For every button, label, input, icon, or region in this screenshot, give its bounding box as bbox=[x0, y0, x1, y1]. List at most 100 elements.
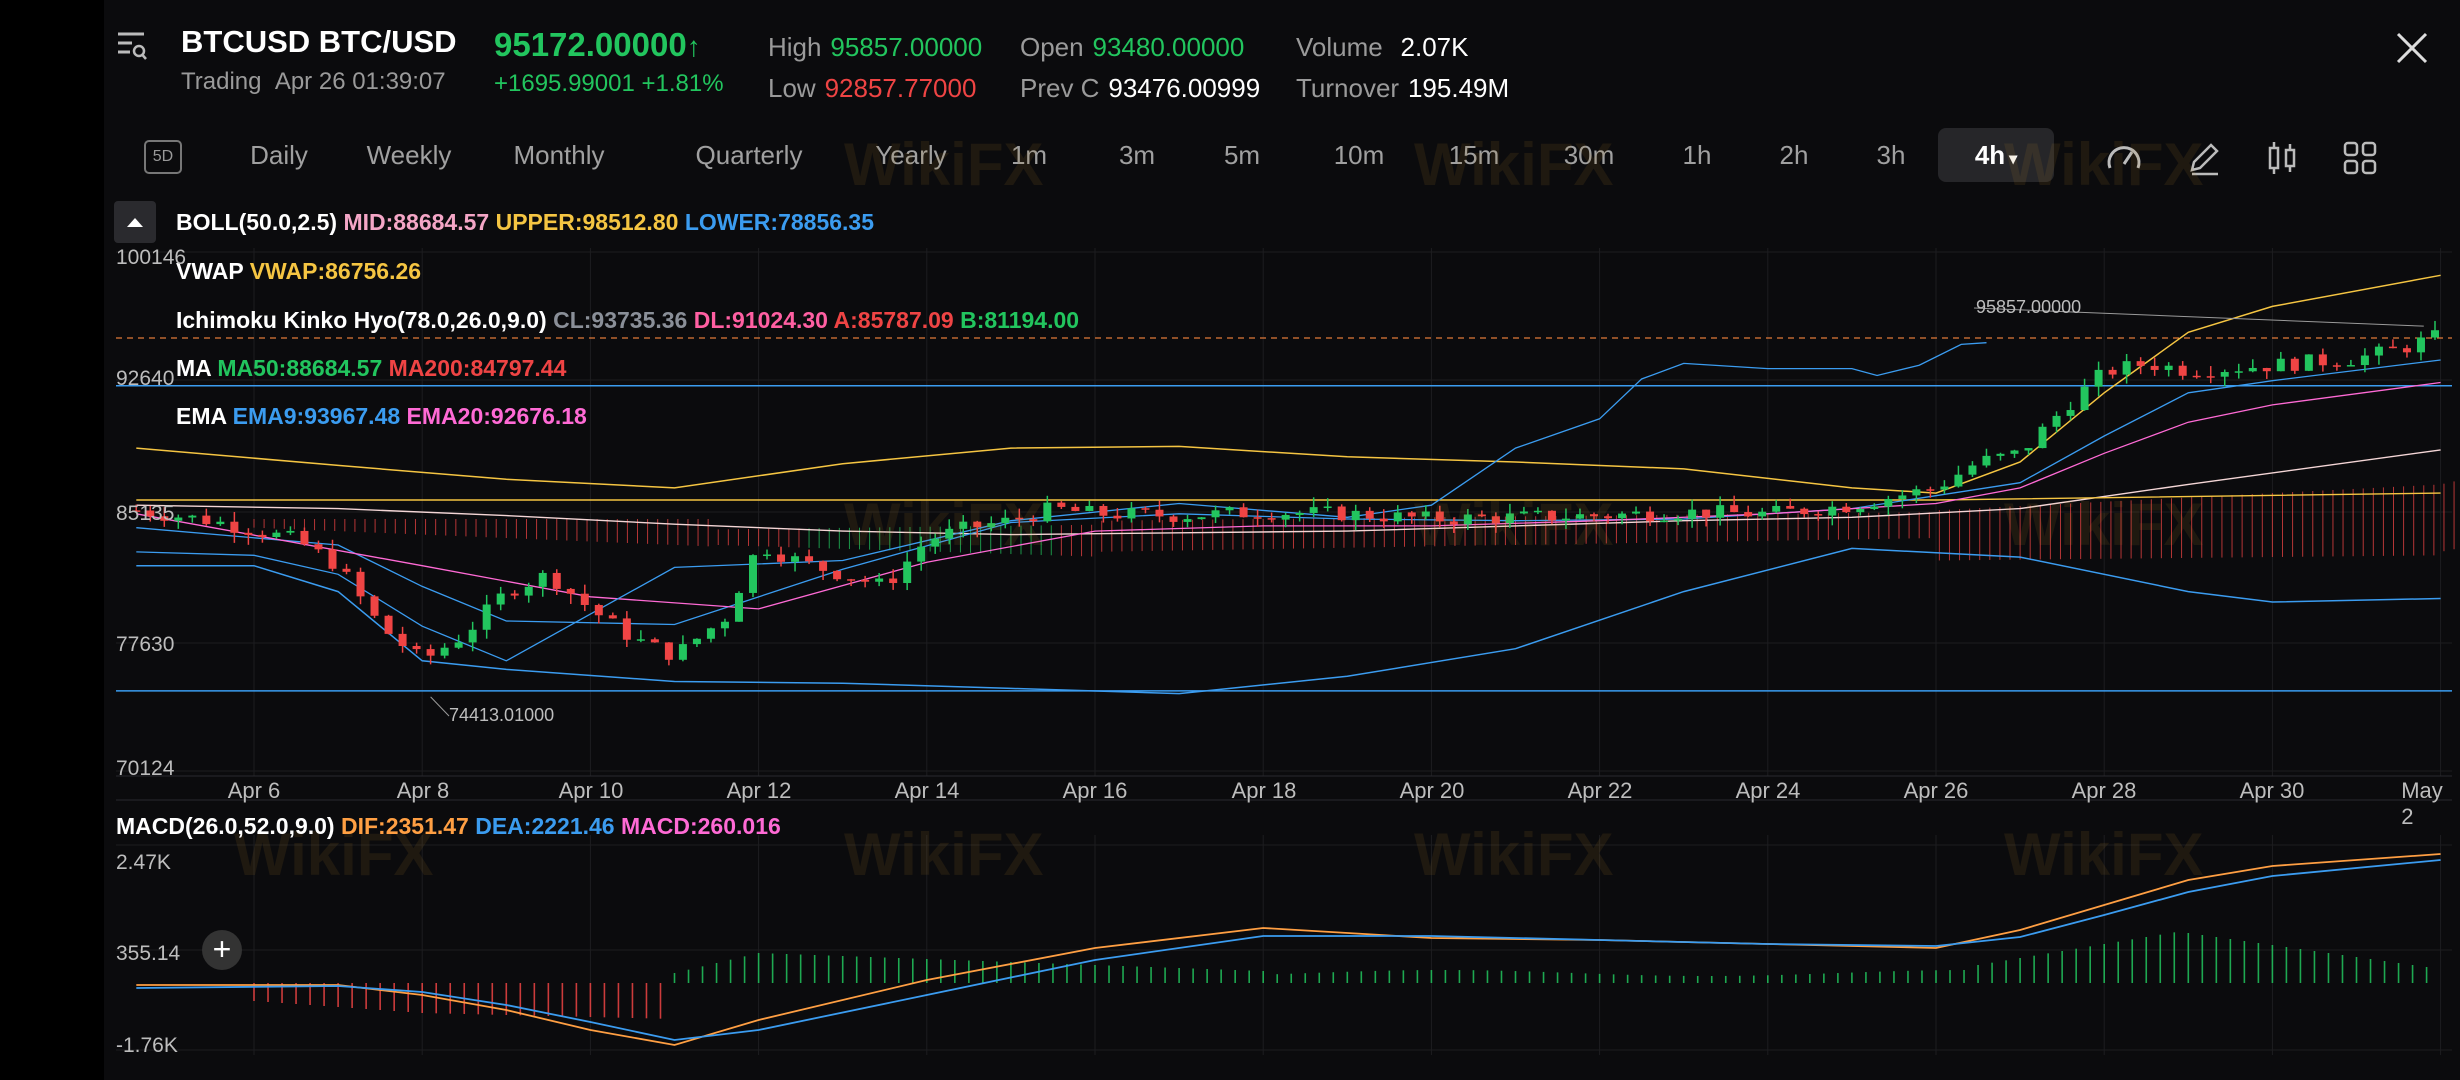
chart-grid bbox=[116, 248, 2452, 1055]
ichimoku-dl: DL:91024.30 bbox=[693, 307, 828, 333]
candle-body bbox=[2220, 372, 2229, 377]
speedometer-icon[interactable] bbox=[2104, 138, 2144, 178]
last-price: 95172.00000↑ bbox=[494, 26, 701, 64]
candle-body bbox=[1393, 512, 1402, 522]
tab-weekly[interactable]: Weekly bbox=[366, 140, 452, 170]
candle-body bbox=[1800, 508, 1809, 515]
vwap-legend[interactable]: VWAP VWAP:86756.26 bbox=[176, 258, 421, 285]
tab-30m[interactable]: 30m bbox=[1563, 140, 1615, 170]
tab-3h[interactable]: 3h bbox=[1876, 140, 1906, 170]
tab-5m[interactable]: 5m bbox=[1223, 140, 1261, 170]
tab-3m[interactable]: 3m bbox=[1118, 140, 1156, 170]
candle-body bbox=[2360, 355, 2369, 366]
tab-1m[interactable]: 1m bbox=[1010, 140, 1048, 170]
draw-pencil-icon[interactable] bbox=[2184, 138, 2224, 178]
trading-status: Trading Apr 26 01:39:07 bbox=[181, 68, 446, 96]
multi-day-icon[interactable]: 5D bbox=[144, 140, 182, 174]
date-axis-label: Apr 12 bbox=[726, 778, 792, 803]
date-axis-label: Apr 8 bbox=[396, 778, 450, 803]
candle-body bbox=[1267, 518, 1276, 520]
candle-body bbox=[1057, 502, 1066, 507]
ichimoku-legend[interactable]: Ichimoku Kinko Hyo(78.0,26.0,9.0) CL:937… bbox=[176, 307, 1079, 334]
candle-body bbox=[202, 515, 211, 525]
candle-body bbox=[286, 530, 295, 533]
boll-upper-line bbox=[136, 274, 2441, 494]
price-axis-label: 100146 bbox=[116, 246, 187, 269]
candle-body bbox=[1351, 510, 1360, 521]
stat-open-value: 93480.00000 bbox=[1092, 32, 1245, 62]
tab-monthly[interactable]: Monthly bbox=[513, 140, 605, 170]
watermark: WikiFX bbox=[2004, 821, 2204, 888]
quote-header: BTCUSD BTC/USD Trading Apr 26 01:39:07 9… bbox=[104, 0, 2460, 120]
candle-body bbox=[132, 510, 141, 512]
candle-body bbox=[524, 586, 533, 596]
tab-quarterly[interactable]: Quarterly bbox=[695, 140, 803, 170]
menu-search-icon[interactable] bbox=[114, 28, 150, 64]
grid-layout-icon[interactable] bbox=[2340, 138, 2380, 178]
candle-body bbox=[2430, 330, 2439, 338]
symbol-code: BTCUSD bbox=[181, 24, 311, 59]
candle-body bbox=[1449, 521, 1458, 525]
candle-body bbox=[664, 642, 673, 660]
candle-body bbox=[174, 517, 183, 521]
candle-body bbox=[1141, 508, 1150, 510]
date-axis-label: Apr 16 bbox=[1062, 778, 1128, 803]
candle-body bbox=[1856, 509, 1865, 513]
candle-body bbox=[258, 534, 267, 537]
stat-high-value: 95857.00000 bbox=[830, 32, 983, 62]
watermark: WikiFX bbox=[1414, 491, 1614, 558]
close-icon[interactable] bbox=[2394, 30, 2430, 66]
candle-body bbox=[720, 621, 729, 629]
candle-body bbox=[1225, 507, 1234, 511]
boll-legend[interactable]: BOLL(50.0,2.5) MID:88684.57 UPPER:98512.… bbox=[176, 209, 874, 236]
stat-prevc-label: Prev C bbox=[1020, 73, 1100, 103]
ema20-value: EMA20:92676.18 bbox=[406, 403, 587, 429]
candle-body bbox=[1575, 514, 1584, 519]
candle-body bbox=[1043, 502, 1052, 522]
candle-body bbox=[1029, 519, 1038, 522]
candle-body bbox=[2164, 365, 2173, 370]
stat-high-label: High bbox=[768, 32, 822, 62]
date-axis-label: Apr 10 bbox=[558, 778, 624, 803]
candle-body bbox=[763, 554, 772, 556]
candlestick-type-icon[interactable] bbox=[2262, 138, 2302, 178]
candle-body bbox=[805, 556, 814, 562]
add-indicator-button[interactable]: + bbox=[202, 930, 242, 970]
tab-15m[interactable]: 15m bbox=[1448, 140, 1500, 170]
stat-volume-value: 2.07K bbox=[1400, 32, 1469, 62]
price-chart[interactable] bbox=[104, 0, 2460, 1080]
candle-body bbox=[973, 521, 982, 528]
candle-body bbox=[1996, 453, 2005, 456]
ema-legend[interactable]: EMA EMA9:93967.48 EMA20:92676.18 bbox=[176, 403, 587, 430]
macd-legend[interactable]: MACD(26.0,52.0,9.0) DIF:2351.47 DEA:2221… bbox=[116, 813, 781, 840]
stat-open: Open 93480.00000 bbox=[1020, 32, 1244, 63]
candle-body bbox=[1379, 518, 1388, 522]
candle-body bbox=[791, 556, 800, 562]
ma-legend[interactable]: MA MA50:88684.57 MA200:84797.44 bbox=[176, 355, 566, 382]
candle-body bbox=[1926, 489, 1935, 491]
watermark: WikiFX bbox=[1414, 131, 1614, 198]
tab-1h[interactable]: 1h bbox=[1682, 140, 1712, 170]
candle-body bbox=[678, 644, 687, 660]
candle-body bbox=[1618, 513, 1627, 519]
candle-body bbox=[2024, 448, 2033, 451]
candle-body bbox=[1421, 511, 1430, 517]
candle-body bbox=[1309, 507, 1318, 513]
candle-body bbox=[1744, 512, 1753, 517]
tab-10m[interactable]: 10m bbox=[1333, 140, 1385, 170]
candle-body bbox=[1505, 513, 1514, 524]
candle-body bbox=[987, 523, 996, 528]
candle-body bbox=[1155, 509, 1164, 517]
tab-2h[interactable]: 2h bbox=[1779, 140, 1809, 170]
tab-daily[interactable]: Daily bbox=[250, 140, 308, 170]
candle-body bbox=[903, 561, 912, 584]
tab-4h-active[interactable]: 4h ▾ bbox=[1938, 128, 2054, 182]
collapse-legend-button[interactable] bbox=[114, 201, 156, 243]
low-marker-leader bbox=[430, 696, 450, 717]
candle-body bbox=[734, 592, 743, 622]
candle-body bbox=[2234, 371, 2243, 373]
tab-yearly[interactable]: Yearly bbox=[875, 140, 947, 170]
ema9-line bbox=[136, 359, 2441, 626]
candle-body bbox=[2094, 369, 2103, 387]
ema20-line bbox=[136, 381, 2441, 610]
